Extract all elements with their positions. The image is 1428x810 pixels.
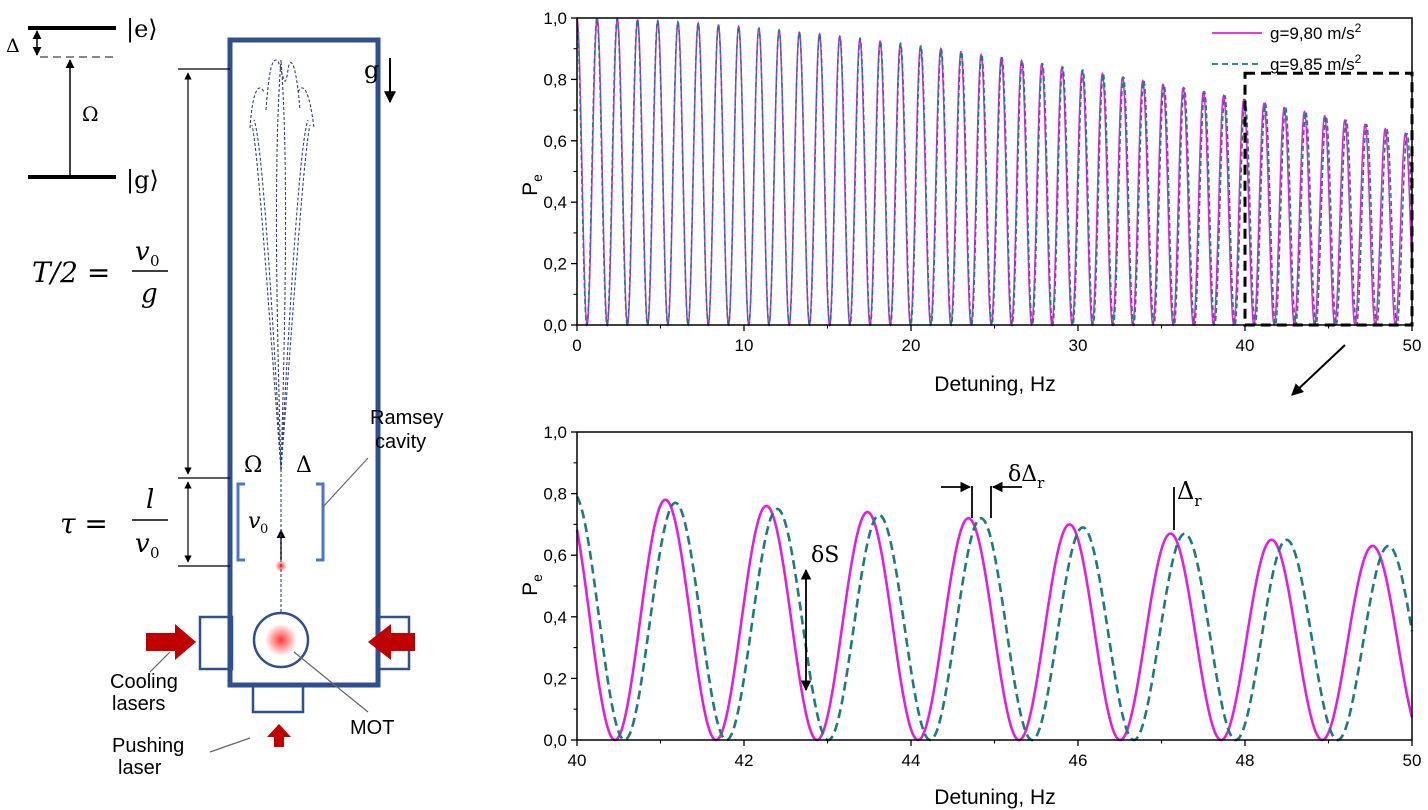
- chart1-xtick-label: 40: [568, 751, 587, 770]
- top-chart-ylabel: Pe: [519, 174, 545, 196]
- fountain-tube: [227, 37, 381, 688]
- chart1-xtick-label: 48: [1236, 751, 1255, 770]
- chart0-ytick-label: 0,8: [543, 70, 567, 89]
- chart1-ytick-label: 0,0: [543, 731, 567, 750]
- tau-denominator: v: [135, 529, 150, 559]
- bottom-chart-ticks: 40 42 44 46 48 50 0,0 0,2 0,4 0,6 0,8 1,0: [543, 423, 1421, 770]
- bottom-chart-xlabel: Detuning, Hz: [934, 786, 1055, 809]
- mot-circle: [252, 611, 310, 669]
- bottom-chart: 40 42 44 46 48 50 0,0 0,2 0,4 0,6 0,8 1,0 Detuning,…: [519, 423, 1421, 809]
- half-time-denominator: g: [141, 279, 158, 309]
- chart0-ytick-label: 0,2: [543, 255, 567, 274]
- half-time-lhs: T/2 =: [32, 256, 110, 289]
- tau-denominator-sub: 0: [150, 544, 160, 562]
- ground-state-label: |g⟩: [126, 166, 159, 195]
- cooling-label-2: lasers: [112, 693, 165, 715]
- chart1-xtick-label: 42: [735, 751, 754, 770]
- top-chart: 0 10 20 30 40 50 0,0 0,2 0,4 0,6 0,8 1,0 g=9,80 m/s…: [519, 9, 1421, 396]
- Dr-label: Δr: [1177, 477, 1202, 510]
- top-chart-curves: [576, 16, 1413, 327]
- chart1-ytick-label: 0,6: [543, 546, 567, 565]
- half-time-numerator-sub: 0: [150, 252, 160, 270]
- time-annotations: T/2 = v 0 g τ = l v 0: [32, 68, 230, 567]
- zoom-arrow: [1291, 344, 1346, 396]
- omega-label: Ω: [82, 102, 99, 126]
- excited-state-label: |e⟩: [126, 15, 158, 44]
- mot-pointer: [293, 651, 369, 713]
- top-series-2-line: [576, 17, 1413, 327]
- ramsey-pointer: [321, 457, 369, 509]
- tau-lhs: τ =: [60, 507, 108, 540]
- pushing-label-2: laser: [118, 757, 162, 779]
- legend-label-series2: g=9,85 m/s2: [1270, 52, 1362, 74]
- cooling-arrow-left: [146, 624, 196, 660]
- cooling-laser-arrows: [146, 624, 415, 660]
- bottom-port: [251, 684, 305, 714]
- mot-cloud: [265, 624, 297, 656]
- pushing-pointer: [209, 737, 251, 753]
- pushing-laser-arrow: [267, 724, 291, 747]
- dS-label: δS: [811, 543, 839, 568]
- ramsey-label-1: Ramsey: [370, 407, 443, 429]
- gravity-label: g: [364, 56, 379, 84]
- chart0-xtick-label: 0: [572, 336, 581, 355]
- mot-label: MOT: [350, 717, 394, 739]
- bottom-chart-curves: [575, 495, 1414, 742]
- half-time-numerator: v: [135, 237, 150, 267]
- chart0-xtick-label: 20: [902, 336, 921, 355]
- cooling-pointer: [149, 651, 171, 673]
- dDr-label: δΔr: [1008, 462, 1045, 492]
- ramsey-cavity-left: [236, 482, 245, 562]
- chart1-ytick-label: 0,2: [543, 669, 567, 688]
- energy-level-diagram: Δ Ω |e⟩ |g⟩: [6, 15, 159, 195]
- cavity-omega: Ω: [244, 453, 262, 478]
- cooling-label-1: Cooling: [110, 671, 178, 693]
- bottom-series-2-line: [575, 495, 1414, 742]
- chart0-ytick-label: 0,4: [543, 193, 567, 212]
- ramsey-label-2: cavity: [375, 431, 426, 453]
- chart0-ytick-label: 0,0: [543, 316, 567, 335]
- tau-numerator: l: [146, 485, 154, 515]
- pushing-label-1: Pushing: [112, 735, 184, 757]
- chart1-xtick-label: 50: [1403, 751, 1422, 770]
- bottom-chart-annotations: δS δΔr Δr: [800, 462, 1202, 692]
- ramsey-cavity-right: [316, 482, 325, 562]
- bottom-chart-ylabel: Pe: [519, 574, 545, 596]
- top-chart-ticks: 0 10 20 30 40 50 0,0 0,2 0,4 0,6 0,8 1,0: [543, 9, 1421, 355]
- chart0-ytick-label: 0,6: [543, 132, 567, 151]
- chart1-ytick-label: 1,0: [543, 423, 567, 442]
- top-chart-xlabel: Detuning, Hz: [934, 373, 1055, 396]
- left-port: [198, 615, 234, 671]
- cooling-arrow-right: [368, 624, 415, 660]
- chart1-xtick-label: 44: [902, 751, 921, 770]
- top-chart-legend: g=9,80 m/s2 g=9,85 m/s2: [1212, 21, 1362, 74]
- chart1-ytick-label: 0,4: [543, 608, 567, 627]
- chart0-xtick-label: 40: [1236, 336, 1255, 355]
- v0-label: v: [248, 509, 261, 534]
- cavity-labels: Ω Δ v 0 Ramsey cavity Cooling lasers Pus…: [110, 407, 443, 779]
- chart0-xtick-label: 50: [1403, 336, 1422, 355]
- chart1-xtick-label: 46: [1069, 751, 1088, 770]
- chart1-ytick-label: 0,8: [543, 485, 567, 504]
- chart0-xtick-label: 10: [735, 336, 754, 355]
- delta-label: Δ: [6, 35, 20, 57]
- chart0-xtick-label: 30: [1069, 336, 1088, 355]
- chart0-ytick-label: 1,0: [543, 9, 567, 28]
- fountain-apparatus: g: [146, 37, 415, 747]
- legend-label-series1: g=9,80 m/s2: [1270, 21, 1362, 43]
- v0-sub: 0: [260, 522, 268, 537]
- cavity-delta: Δ: [296, 453, 312, 478]
- zoom-box: [1243, 71, 1414, 327]
- atom-trajectories: [249, 59, 315, 612]
- bottom-series-1-line: [575, 498, 1414, 742]
